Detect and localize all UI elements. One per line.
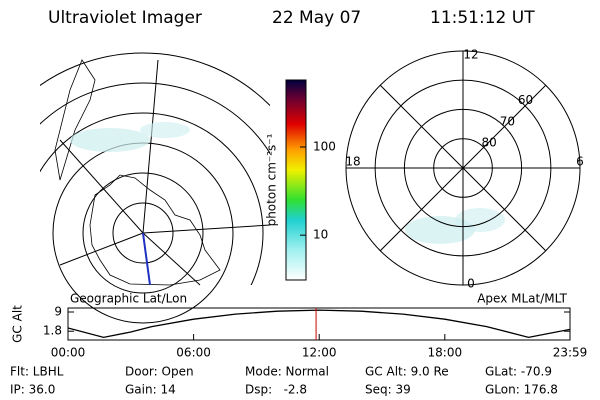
instrument: Ultraviolet Imager	[48, 8, 202, 28]
date: 22 May 07	[272, 8, 361, 28]
colorbar	[285, 79, 307, 281]
status-field: GLat: -70.9	[485, 365, 552, 379]
status-field: IP: 36.0	[10, 383, 55, 397]
status-field: Gain: 14	[125, 383, 176, 397]
x-tick-label: 12:00	[302, 346, 337, 360]
y-tick-label: 9	[54, 305, 62, 319]
time: 11:51:12 UT	[430, 8, 535, 28]
mlat-label: 60	[518, 93, 533, 107]
mlat-circle	[403, 108, 523, 228]
status-field: Mode: Normal	[245, 365, 329, 379]
colorbar-tick-label: 100	[313, 139, 336, 153]
status-field: Flt: LBHL	[10, 365, 64, 379]
y-tick-label: 1.8	[43, 324, 62, 338]
mlat-circle	[374, 79, 552, 257]
mlt-label: 0	[467, 277, 475, 291]
status-field: Dsp: -2.8	[245, 383, 307, 397]
geo-map	[40, 52, 270, 333]
mlt-label: 6	[576, 155, 584, 169]
mlt-label: 18	[345, 155, 360, 169]
status-field: Seq: 39	[365, 383, 411, 397]
colorbar-label: photon cm⁻²s⁻¹	[265, 133, 279, 226]
right-panel-label: Apex MLat/MLT	[477, 292, 567, 306]
mlt-label: 12	[463, 48, 478, 62]
x-tick-label: 06:00	[176, 346, 211, 360]
status-field: GC Alt: 9.0 Re	[365, 365, 449, 379]
status-field: GLon: 176.8	[485, 383, 558, 397]
aurora	[70, 122, 505, 244]
status-field: Door: Open	[125, 365, 194, 379]
x-tick-label: 18:00	[428, 346, 463, 360]
colorbar-tick-label: 10	[313, 228, 328, 242]
polar-grid	[345, 50, 581, 286]
y-axis-label: GC Alt	[11, 305, 25, 343]
mlat-circle	[433, 138, 493, 198]
left-panel-label: Geographic Lat/Lon	[70, 292, 187, 306]
mlat-label: 70	[500, 114, 515, 128]
alt-line	[68, 309, 570, 338]
x-tick-label: 23:59	[553, 346, 588, 360]
mlat-label: 80	[482, 135, 497, 149]
x-tick-label: 00:00	[51, 346, 86, 360]
